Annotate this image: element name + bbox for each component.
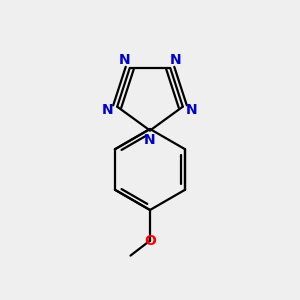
- Text: N: N: [170, 53, 182, 67]
- Text: N: N: [144, 133, 156, 147]
- Text: N: N: [186, 103, 198, 117]
- Text: O: O: [144, 234, 156, 248]
- Text: N: N: [102, 103, 114, 117]
- Text: N: N: [118, 53, 130, 67]
